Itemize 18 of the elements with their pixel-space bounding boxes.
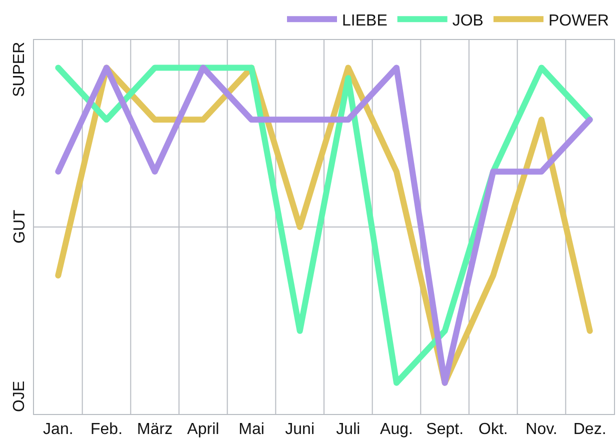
x-tick-label: Aug.: [380, 421, 413, 438]
x-tick-label: Juli: [336, 421, 360, 438]
x-tick-label: Feb.: [90, 421, 123, 438]
x-tick-label: März: [137, 421, 173, 438]
x-tick-label: Okt.: [478, 421, 508, 438]
x-tick-label: Dez.: [573, 421, 606, 438]
legend-label: LIEBE: [342, 12, 388, 30]
x-tick-label: Nov.: [526, 421, 558, 438]
legend-label: POWER: [548, 12, 609, 30]
x-tick-label: Mai: [238, 421, 264, 438]
text: SUPER: [11, 42, 28, 97]
ref-line-label: GUT: [12, 210, 28, 244]
x-tick-label: Juni: [285, 421, 315, 438]
legend-label: JOB: [452, 12, 484, 30]
x-tick-label: April: [187, 421, 220, 438]
text: OJE: [11, 380, 28, 412]
x-tick-label: Jan.: [43, 421, 74, 438]
x-tick-label: Sept.: [426, 421, 464, 438]
